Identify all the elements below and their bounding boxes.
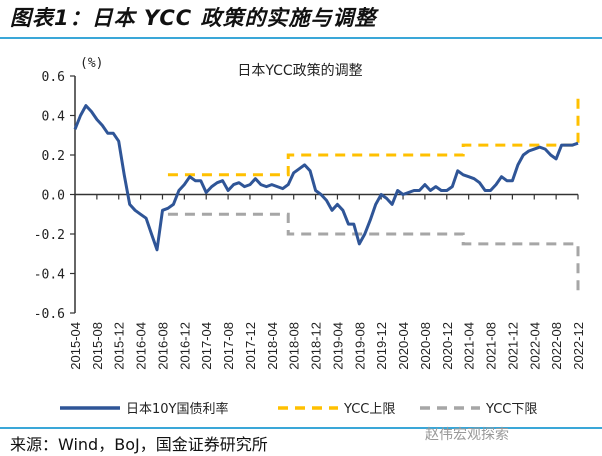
x-tick-label: 2020-12 — [440, 322, 455, 370]
x-tick-label: 2018-08 — [287, 322, 302, 370]
figure-title: 图表1：日本 YCC 政策的实施与调整 — [10, 6, 377, 30]
ycc-lower-line — [167, 212, 580, 294]
x-tick-label: 2022-08 — [549, 322, 564, 370]
y-tick-label: 0.6 — [42, 70, 65, 85]
x-tick-label: 2017-04 — [199, 322, 214, 370]
x-tick-label: 2018-12 — [309, 322, 324, 370]
x-tick-label: 2015-12 — [112, 322, 127, 370]
x-tick-label: 2019-12 — [374, 322, 389, 370]
jgb-10y-yield-line — [73, 104, 579, 252]
x-tick-label: 2020-08 — [418, 322, 433, 370]
y-tick-label: 0.0 — [42, 189, 65, 204]
x-tick-label: 2022-04 — [527, 322, 542, 370]
legend-ycc-upper-label: YCC上限 — [343, 402, 395, 417]
x-tick-label: 2015-04 — [68, 322, 83, 370]
y-tick-label: 0.4 — [42, 110, 66, 125]
source-note: 来源：Wind，BoJ，国金证券研究所 — [10, 435, 268, 454]
x-tick-label: 2019-04 — [330, 322, 345, 370]
ycc-upper-line — [167, 95, 580, 177]
x-tick-label: 2017-08 — [221, 322, 236, 370]
watermark: 赵伟宏观探索 — [425, 427, 509, 443]
x-tick-label: 2021-12 — [505, 322, 520, 370]
legend-yield-label: 日本10Y国债利率 — [126, 401, 228, 417]
y-axis-unit: (%) — [80, 56, 103, 71]
x-tick-label: 2018-04 — [265, 322, 280, 370]
y-tick-label: -0.6 — [34, 307, 65, 322]
x-tick-label: 2016-04 — [134, 322, 149, 370]
x-tick-label: 2016-08 — [155, 322, 170, 370]
chart: 日本YCC政策的调整 (%) 0.60.40.20.0-0.2-0.4-0.62… — [34, 56, 586, 417]
x-tick-label: 2015-08 — [90, 322, 105, 370]
footer-rule — [0, 427, 602, 429]
x-tick-label: 2021-08 — [484, 322, 499, 370]
x-tick-label: 2020-04 — [396, 322, 411, 370]
chart-title: 日本YCC政策的调整 — [237, 62, 362, 79]
x-tick-label: 2017-12 — [243, 322, 258, 370]
y-tick-label: -0.4 — [34, 268, 65, 283]
y-tick-label: 0.2 — [42, 149, 65, 164]
x-tick-label: 2021-04 — [462, 322, 477, 370]
x-tick-label: 2016-12 — [177, 322, 192, 370]
legend-ycc-lower-label: YCC下限 — [485, 402, 537, 417]
title-rule — [0, 37, 602, 39]
y-tick-label: -0.2 — [34, 228, 65, 243]
x-tick-label: 2019-08 — [352, 322, 367, 370]
x-tick-label: 2022-12 — [571, 322, 586, 370]
